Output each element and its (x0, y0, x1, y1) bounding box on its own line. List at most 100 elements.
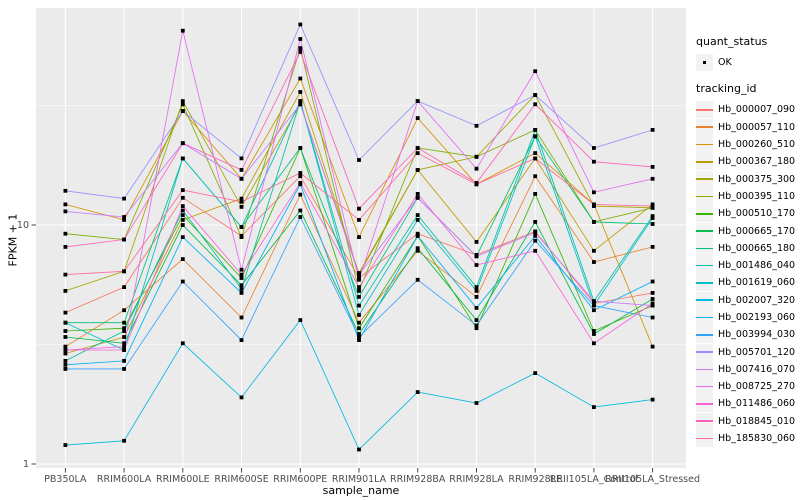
data-point (63, 351, 68, 356)
data-point (122, 215, 126, 219)
data-point (357, 272, 361, 277)
legend-item-Hb_008725_270: Hb_008725_270 (696, 378, 795, 396)
data-point (298, 171, 303, 175)
data-point (63, 231, 68, 236)
x-tick-label: RRIM928LE (508, 474, 562, 485)
legend-item-Hb_185830_060: Hb_185830_060 (696, 430, 795, 448)
data-point (298, 50, 303, 54)
x-tick-label: RRIM600SE (214, 474, 268, 485)
data-point (239, 283, 244, 288)
legend-item-Hb_000665_170: Hb_000665_170 (696, 222, 796, 240)
data-point (650, 397, 655, 402)
data-point (180, 218, 185, 222)
data-point (533, 69, 538, 74)
legend-item-label: Hb_011486_060 (718, 398, 796, 410)
data-point (650, 245, 655, 249)
x-tick-label: RRIM901LA (332, 474, 387, 485)
legend-key (696, 118, 713, 136)
legend-color-swatch (696, 178, 713, 180)
data-point (180, 99, 185, 103)
data-point (239, 267, 244, 272)
data-point (298, 174, 303, 179)
x-tick-label: RRIM928LA (449, 474, 504, 485)
data-point (239, 156, 244, 161)
data-point (180, 188, 185, 192)
legend-key (696, 291, 713, 309)
data-point (180, 204, 185, 208)
data-point (122, 218, 126, 222)
legend-color-swatch (696, 334, 713, 336)
data-point (592, 190, 596, 195)
data-point (415, 192, 420, 196)
x-axis-title: sample_name (322, 484, 400, 497)
data-point (180, 141, 185, 146)
legend-key (696, 430, 713, 448)
legend-key (696, 257, 713, 275)
legend-color-swatch (696, 143, 713, 146)
data-point (474, 323, 479, 328)
data-point (592, 303, 596, 308)
legend-key (696, 136, 713, 154)
data-point (533, 151, 538, 155)
data-point (592, 248, 596, 253)
data-point (533, 128, 538, 132)
legend-item-label: Hb_000260_510 (718, 139, 796, 151)
data-point (180, 208, 185, 213)
data-point (650, 303, 655, 308)
data-point (298, 102, 303, 107)
legend-item-Hb_003994_030: Hb_003994_030 (696, 326, 795, 344)
legend-color-swatch (696, 247, 713, 250)
x-tick-label: RRIM600LE (156, 474, 210, 485)
data-point (180, 102, 185, 107)
legend-key (696, 153, 713, 171)
data-point (650, 176, 655, 181)
data-point (239, 225, 244, 229)
data-point (63, 202, 68, 207)
data-point (474, 240, 479, 244)
data-point (63, 367, 68, 371)
data-point (122, 341, 126, 346)
data-point (239, 338, 244, 342)
data-point (357, 338, 361, 342)
legend: quant_status OK tracking_id Hb_000007_09… (696, 35, 796, 448)
data-point (415, 246, 420, 251)
legend-item-Hb_000057_110: Hb_000057_110 (696, 118, 795, 136)
data-point (122, 326, 126, 331)
data-point (63, 443, 68, 447)
data-point (650, 344, 655, 349)
data-point (650, 279, 655, 284)
data-point (650, 204, 655, 208)
data-point (357, 326, 361, 331)
legend-key (696, 326, 713, 344)
data-point (533, 174, 538, 179)
data-point (63, 344, 68, 349)
data-point (357, 447, 361, 452)
legend-color-swatch (696, 212, 713, 215)
data-point (298, 208, 303, 213)
legend-key-ok (696, 54, 713, 72)
data-point (474, 295, 479, 299)
legend-item-Hb_000260_510: Hb_000260_510 (696, 136, 796, 154)
data-point (239, 395, 244, 400)
data-point (415, 277, 420, 282)
data-point (533, 102, 538, 107)
legend-key (696, 360, 713, 378)
legend-color-swatch (696, 316, 713, 319)
data-point (357, 206, 361, 211)
data-point (63, 272, 68, 277)
data-point (533, 234, 538, 238)
data-point (474, 285, 479, 289)
data-point (474, 326, 479, 331)
data-point (180, 235, 185, 239)
data-point (357, 218, 361, 222)
data-point (239, 176, 244, 181)
data-point (122, 308, 126, 313)
legend-item-label: Hb_000665_180 (718, 242, 796, 254)
data-point (180, 223, 185, 227)
legend-item-label: Hb_000665_170 (718, 225, 796, 237)
data-point (650, 216, 655, 220)
legend-item-Hb_000510_170: Hb_000510_170 (696, 205, 795, 223)
legend-item-Hb_002193_060: Hb_002193_060 (696, 309, 795, 326)
legend-key (696, 170, 713, 188)
legend-item-label: Hb_000375_300 (718, 173, 796, 185)
